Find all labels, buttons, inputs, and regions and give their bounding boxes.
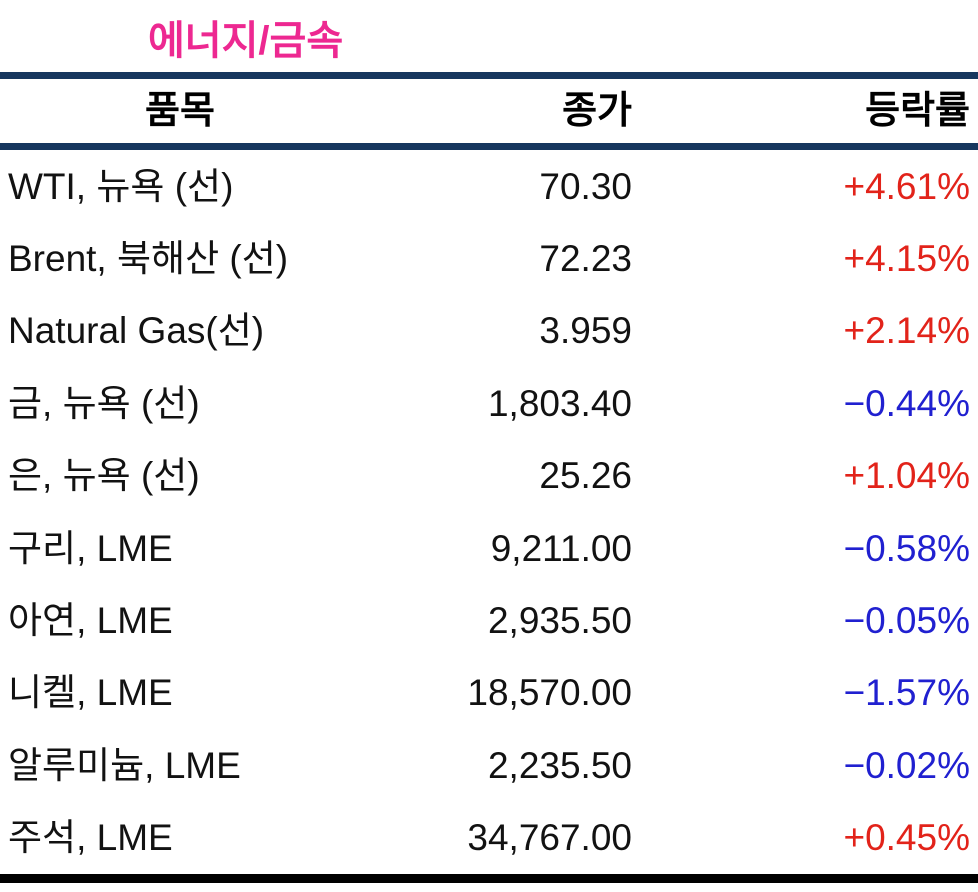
header-rule bbox=[0, 143, 978, 150]
change-cell: −0.02% bbox=[843, 744, 970, 786]
table-row: Brent, 북해산 (선) 72.23 +4.15% bbox=[0, 222, 978, 294]
close-cell: 2,935.50 bbox=[487, 600, 632, 642]
change-cell: +4.61% bbox=[843, 165, 970, 207]
table-row: Natural Gas(선) 3.959 +2.14% bbox=[0, 295, 978, 367]
change-cell: +4.15% bbox=[843, 238, 970, 280]
item-cell: Brent, 북해산 (선) bbox=[8, 238, 289, 280]
table-row: 금, 뉴욕 (선) 1,803.40 −0.44% bbox=[0, 367, 978, 439]
table-row: 은, 뉴욕 (선) 25.26 +1.04% bbox=[0, 440, 978, 512]
table-row: 구리, LME 9,211.00 −0.58% bbox=[0, 512, 978, 584]
close-cell: 34,767.00 bbox=[467, 817, 632, 859]
change-cell: +0.45% bbox=[843, 817, 970, 859]
change-cell: −1.57% bbox=[843, 672, 970, 714]
item-cell: Natural Gas(선) bbox=[8, 310, 265, 352]
item-cell: 알루미늄, LME bbox=[8, 744, 241, 786]
item-cell: 은, 뉴욕 (선) bbox=[8, 455, 200, 497]
close-cell: 72.23 bbox=[539, 238, 632, 280]
change-cell: −0.44% bbox=[843, 382, 970, 424]
close-cell: 1,803.40 bbox=[487, 382, 632, 424]
close-cell: 9,211.00 bbox=[490, 527, 632, 569]
item-cell: WTI, 뉴욕 (선) bbox=[8, 165, 234, 207]
close-cell: 25.26 bbox=[539, 455, 632, 497]
table-row: 아연, LME 2,935.50 −0.05% bbox=[0, 584, 978, 656]
change-cell: +2.14% bbox=[843, 310, 970, 352]
item-cell: 주석, LME bbox=[8, 817, 173, 859]
bottom-rule bbox=[0, 873, 978, 883]
item-cell: 아연, LME bbox=[8, 600, 173, 642]
table-row: 주석, LME 34,767.00 +0.45% bbox=[0, 802, 978, 874]
table-body: WTI, 뉴욕 (선) 70.30 +4.61% Brent, 북해산 (선) … bbox=[0, 150, 978, 874]
close-cell: 2,235.50 bbox=[487, 744, 632, 786]
close-cell: 18,570.00 bbox=[467, 672, 632, 714]
table-row: 니켈, LME 18,570.00 −1.57% bbox=[0, 657, 978, 729]
top-rule bbox=[0, 72, 978, 79]
close-cell: 3.959 bbox=[539, 310, 632, 352]
change-cell: −0.05% bbox=[843, 600, 970, 642]
change-cell: −0.58% bbox=[843, 527, 970, 569]
item-cell: 니켈, LME bbox=[8, 672, 173, 714]
change-cell: +1.04% bbox=[843, 455, 970, 497]
col-header-close: 종가 bbox=[562, 90, 632, 132]
table-header-row: 품목 종가 등락률 bbox=[0, 79, 978, 143]
table-row: WTI, 뉴욕 (선) 70.30 +4.61% bbox=[0, 150, 978, 222]
col-header-item: 품목 bbox=[145, 90, 215, 132]
close-cell: 70.30 bbox=[539, 165, 632, 207]
table-title: 에너지/금속 bbox=[148, 19, 344, 63]
table-row: 알루미늄, LME 2,235.50 −0.02% bbox=[0, 729, 978, 801]
title-band: 에너지/금속 bbox=[0, 0, 978, 72]
item-cell: 구리, LME bbox=[8, 527, 173, 569]
item-cell: 금, 뉴욕 (선) bbox=[8, 382, 200, 424]
col-header-change: 등락률 bbox=[865, 90, 970, 132]
